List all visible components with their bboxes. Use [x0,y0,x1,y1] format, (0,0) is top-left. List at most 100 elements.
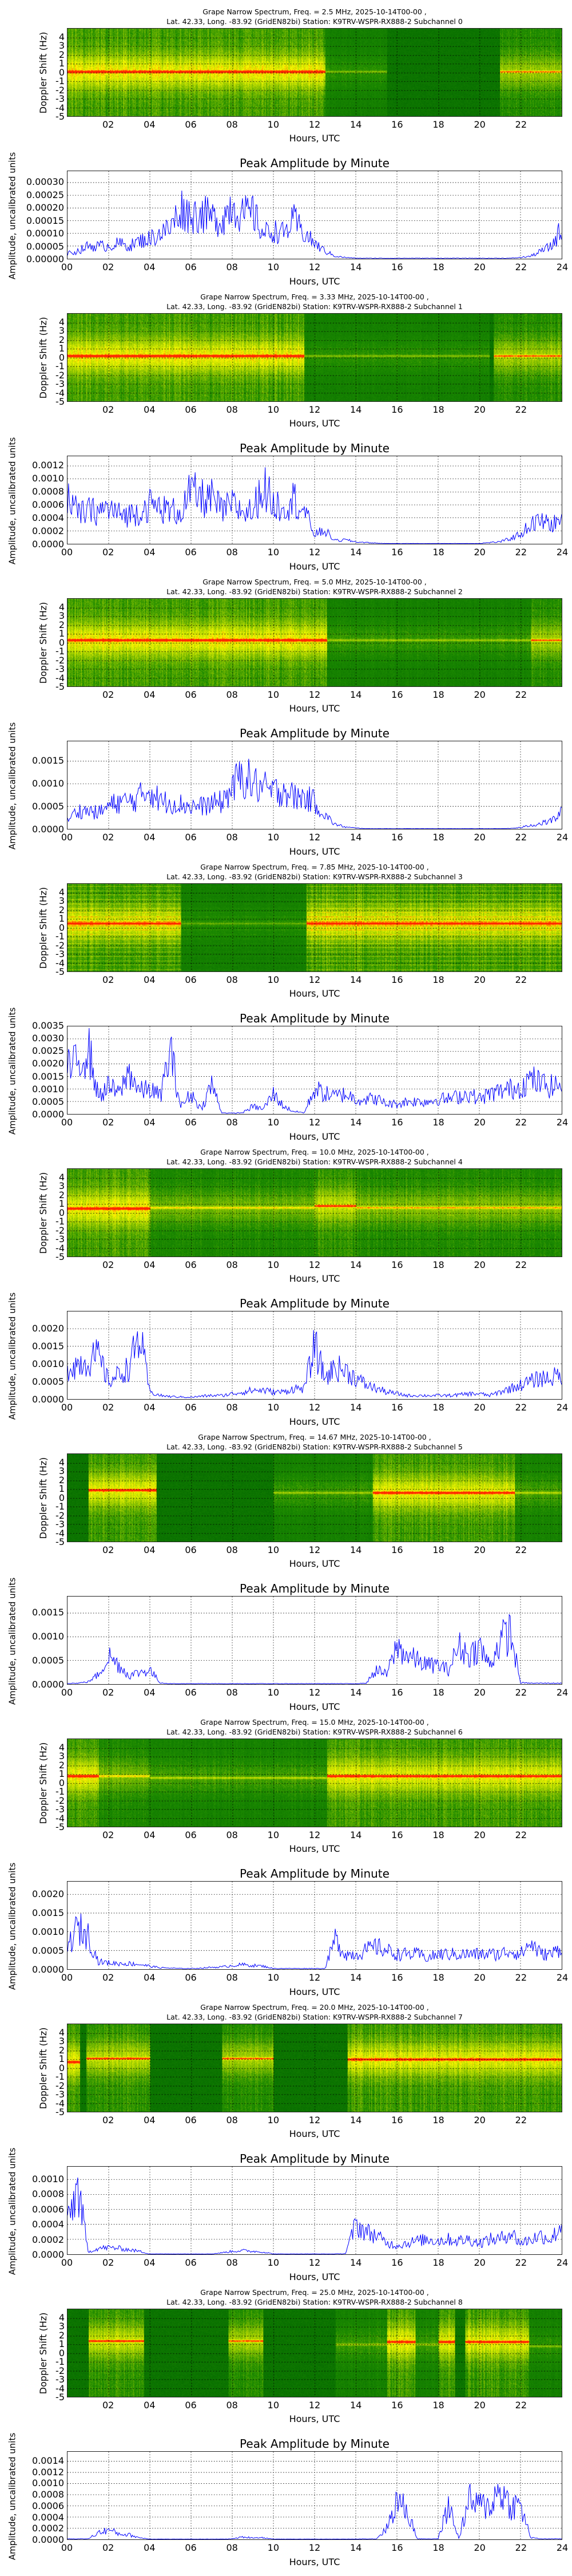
spectrogram-title: Grape Narrow Spectrum, Freq. = 10.0 MHz,… [200,1148,429,1156]
amplitude-plot [67,741,562,829]
y-tick-label: -4 [55,672,65,683]
x-tick-label: 10 [267,1544,280,1555]
x-tick-label: 08 [226,974,238,985]
y-tick-label: 0 [58,1207,65,1218]
y-tick-label: 4 [58,316,65,327]
y-tick-label: 0.0012 [32,460,64,471]
x-tick-label: 16 [391,2400,403,2411]
x-axis-label: Hours, UTC [289,1416,340,1427]
y-tick-label: 0.0000 [32,2249,64,2260]
x-tick-label: 22 [515,404,527,415]
x-tick-label: 14 [349,262,362,272]
y-tick-label: 0.0000 [32,539,64,550]
spectrogram-subtitle: Lat. 42.33, Long. -83.92 (GridEN82bi) St… [166,2298,463,2306]
y-tick-label: 0.0000 [32,1679,64,1690]
y-tick-label: 2 [58,2044,65,2056]
amplitude-series-line [67,2483,562,2539]
x-tick-label: 06 [185,974,197,985]
y-tick-label: 0.00030 [26,176,64,188]
y-axis-label: Doppler Shift (Hz) [38,31,49,114]
x-axis-label: Hours, UTC [289,1986,340,1997]
x-tick-label: 02 [102,1402,114,1413]
x-axis-label: Hours, UTC [289,1273,340,1284]
x-tick-label: 20 [474,2400,486,2411]
x-tick-label: 14 [349,547,362,558]
x-tick-label: 12 [308,2257,321,2268]
x-tick-label: 10 [267,832,280,843]
y-tick-label: 0.0015 [32,755,64,767]
x-tick-label: 18 [432,1972,444,1983]
x-tick-label: 20 [474,832,486,843]
x-tick-label: 22 [515,119,527,130]
x-tick-label: 16 [391,974,403,985]
y-tick-label: -2 [55,2365,65,2376]
y-axis-label: Amplitude, uncalibrated units [7,2432,18,2561]
y-tick-label: -5 [55,2392,65,2403]
y-tick-label: 0 [58,1492,65,1503]
x-axis-label: Hours, UTC [289,988,340,999]
y-tick-label: 0.0014 [32,2455,64,2466]
x-tick-label: 22 [515,2115,527,2125]
spectrogram-title: Grape Narrow Spectrum, Freq. = 25.0 MHz,… [200,2288,429,2297]
x-tick-label: 10 [267,974,280,985]
y-tick-label: -5 [55,396,65,407]
y-tick-label: 3 [58,40,65,51]
x-tick-label: 10 [267,404,280,415]
x-tick-label: 24 [556,2257,569,2268]
y-tick-label: 0 [58,2347,65,2358]
spectrogram-heatmap [67,2309,562,2397]
x-tick-label: 06 [185,2542,197,2553]
spectrogram-plot [67,1739,562,1827]
y-tick-label: 0.0010 [32,473,64,484]
x-tick-label: 00 [61,262,73,272]
x-tick-label: 18 [432,2400,444,2411]
y-tick-label: 2 [58,1189,65,1200]
y-tick-label: -5 [55,1251,65,1262]
x-axis-label: Hours, UTC [289,2557,340,2567]
x-axis-label: Hours, UTC [289,1131,340,1142]
y-tick-label: 0.0004 [32,2511,64,2523]
x-tick-label: 14 [349,1117,362,1128]
y-tick-label: 0.0020 [32,1058,64,1069]
x-tick-label: 02 [102,2542,114,2553]
x-axis-label: Hours, UTC [289,561,340,572]
y-tick-label: 0.0005 [32,1655,64,1666]
amplitude-title: Peak Amplitude by Minute [240,726,390,740]
amplitude-plot [67,1311,562,1400]
x-tick-label: 22 [515,832,527,843]
x-tick-label: 06 [185,1687,197,1698]
y-tick-label: -4 [55,957,65,969]
x-axis-label: Hours, UTC [289,1558,340,1569]
x-tick-label: 04 [144,1117,156,1128]
y-tick-label: 1 [58,1198,65,1209]
x-tick-label: 16 [391,1687,403,1698]
x-tick-label: 24 [556,262,569,272]
x-tick-label: 16 [391,1259,403,1270]
amplitude-line-chart [67,741,562,829]
y-tick-label: -1 [55,2071,65,2082]
amplitude-line-chart [67,1311,562,1399]
y-tick-label: 0.0000 [32,1394,64,1405]
x-tick-label: 06 [185,404,197,415]
y-tick-label: 4 [58,2312,65,2323]
x-tick-label: 12 [308,1972,321,1983]
amplitude-line-chart [67,1597,562,1684]
x-tick-label: 22 [515,2257,527,2268]
x-tick-label: 22 [515,689,527,700]
y-tick-label: 0.0015 [32,1340,64,1352]
y-tick-label: 0.0006 [32,499,64,511]
amplitude-line-chart [67,1882,562,1969]
y-tick-label: 0.0015 [32,1070,64,1082]
y-tick-label: 4 [58,31,65,42]
amplitude-line-chart [67,2452,562,2539]
y-tick-label: 0.00010 [26,228,64,239]
y-tick-label: 2 [58,49,65,60]
x-tick-label: 08 [226,404,238,415]
y-tick-label: 0.0010 [32,2173,64,2184]
x-tick-label: 04 [144,119,156,130]
y-tick-label: 0.0000 [32,1109,64,1120]
y-tick-label: 0.00000 [26,254,64,264]
y-axis-label: Doppler Shift (Hz) [38,1742,49,1824]
spectrogram-heatmap [67,599,562,686]
x-tick-label: 08 [226,2115,238,2125]
